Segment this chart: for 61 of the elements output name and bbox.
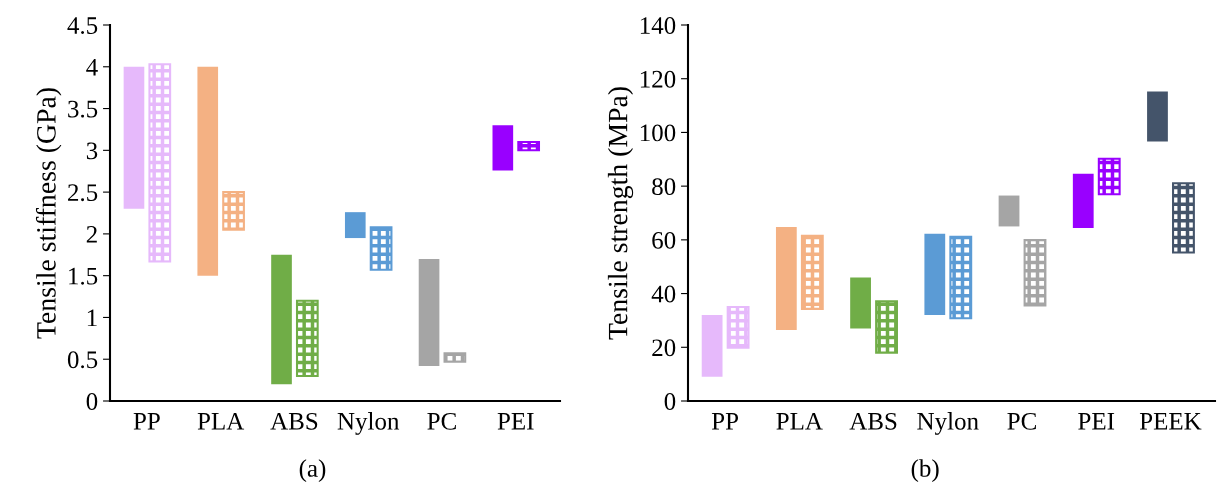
y-tick-label: 3.5 bbox=[68, 100, 98, 118]
bar bbox=[344, 212, 366, 239]
x-tick-label: ABS bbox=[849, 412, 897, 430]
y-tick-label: 4 bbox=[86, 58, 98, 76]
bar bbox=[1023, 239, 1047, 307]
bar bbox=[850, 277, 871, 329]
x-tick-label: PLA bbox=[197, 412, 245, 430]
bar bbox=[998, 195, 1020, 227]
y-tick-label: 40 bbox=[651, 285, 676, 303]
y-tick-label: 80 bbox=[652, 178, 676, 196]
y-tick-label: 0 bbox=[86, 393, 98, 410]
text: (b) bbox=[911, 459, 939, 482]
y-tick-label: 1.5 bbox=[69, 267, 98, 285]
y-tick-label: 20 bbox=[652, 339, 676, 357]
x-tick-label: PEEK bbox=[1139, 413, 1202, 430]
x-tick-label: ABS bbox=[270, 412, 318, 430]
bar bbox=[295, 299, 319, 377]
y-tick-label: 2.5 bbox=[68, 184, 98, 202]
y-tick-label: 1 bbox=[87, 309, 97, 327]
y-tick-label: 60 bbox=[652, 231, 676, 249]
y-tick-label: 4.5 bbox=[67, 17, 98, 35]
bar bbox=[1147, 91, 1168, 142]
bar bbox=[924, 233, 946, 316]
y-tick-label: 0.5 bbox=[67, 351, 98, 369]
y-tick-label: 120 bbox=[640, 70, 676, 88]
bar bbox=[800, 234, 824, 310]
bar bbox=[148, 63, 172, 263]
y-tick-label: 100 bbox=[640, 124, 676, 142]
bar bbox=[1097, 157, 1121, 196]
bar bbox=[949, 235, 973, 320]
x-tick-label: Nylon bbox=[917, 412, 979, 435]
bar bbox=[271, 254, 292, 385]
bar bbox=[197, 66, 219, 276]
bar bbox=[875, 300, 898, 354]
y-tick-label: 0 bbox=[664, 393, 676, 410]
bar bbox=[517, 140, 541, 152]
x-tick-label: PC bbox=[1007, 412, 1036, 430]
bar bbox=[369, 226, 393, 271]
bar bbox=[726, 305, 750, 349]
y-tick-label: 140 bbox=[640, 17, 676, 34]
y-tick-label: 3 bbox=[86, 142, 98, 160]
x-tick-label: PEI bbox=[1078, 413, 1115, 430]
x-tick-label: PP bbox=[711, 413, 739, 430]
bar bbox=[492, 125, 514, 171]
bar bbox=[701, 315, 723, 377]
bar bbox=[443, 352, 467, 363]
y-tick-label: 2 bbox=[86, 226, 97, 243]
bar bbox=[418, 258, 440, 366]
bar bbox=[1172, 182, 1195, 254]
x-tick-label: PC bbox=[427, 412, 456, 430]
x-tick-label: PP bbox=[133, 413, 160, 430]
y-axis-title: Tensile strength (MPa) bbox=[607, 87, 634, 340]
x-tick-label: PEI bbox=[497, 413, 534, 430]
bar bbox=[123, 66, 145, 209]
y-axis-title: Tensile stiffness (GPa) bbox=[35, 88, 62, 339]
x-tick-label: Nylon bbox=[337, 412, 400, 435]
bar bbox=[775, 226, 797, 331]
x-tick-label: PLA bbox=[776, 412, 823, 430]
bar bbox=[1072, 173, 1094, 229]
bar bbox=[222, 191, 245, 231]
text: (a) bbox=[299, 459, 326, 482]
